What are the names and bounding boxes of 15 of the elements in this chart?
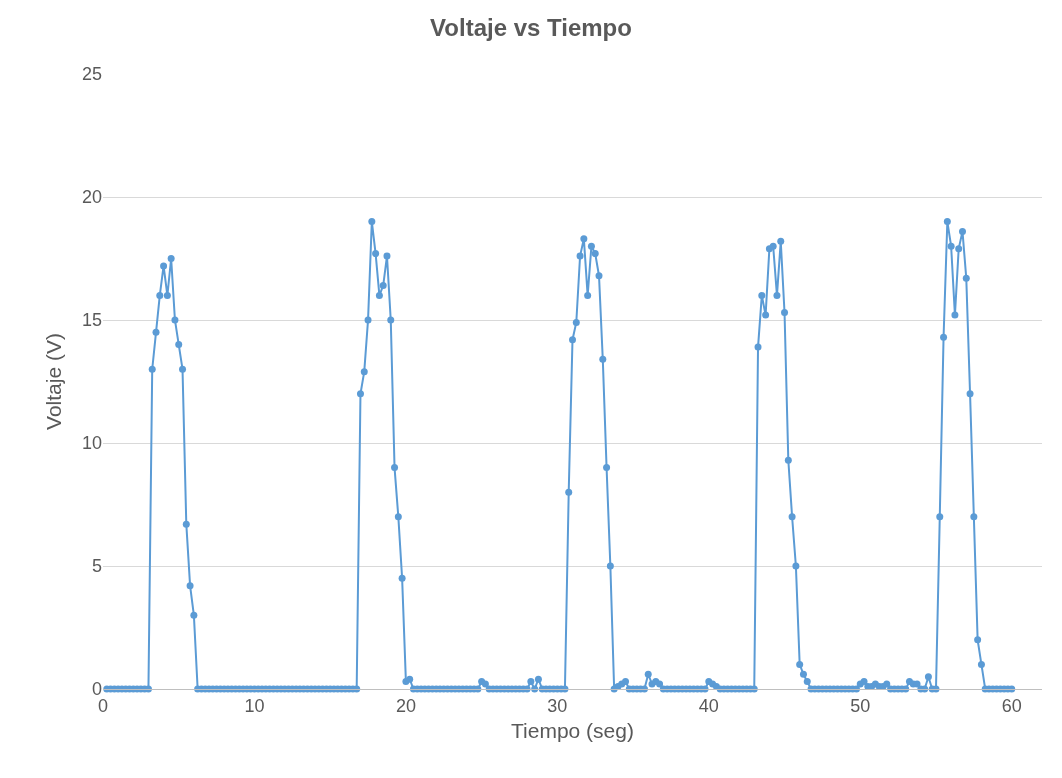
x-tick-label: 30	[547, 695, 568, 716]
x-tick-label: 50	[850, 695, 871, 716]
chart-title: Voltaje vs Tiempo	[430, 14, 632, 42]
y-tick-label: 0	[91, 679, 102, 700]
y-tick-label: 20	[81, 187, 102, 208]
y-tick-label: 10	[81, 433, 102, 454]
x-tick-label: 40	[698, 695, 719, 716]
x-axis-title: Tiempo (seg)	[511, 718, 634, 742]
x-tick-label: 10	[244, 695, 265, 716]
y-tick-label: 25	[81, 64, 102, 85]
y-tick-label: 5	[91, 556, 102, 577]
x-tick-label: 60	[1001, 695, 1022, 716]
y-tick-label: 15	[81, 310, 102, 331]
y-axis-title: Voltaje (V)	[42, 333, 66, 430]
x-tick-label: 20	[395, 695, 416, 716]
